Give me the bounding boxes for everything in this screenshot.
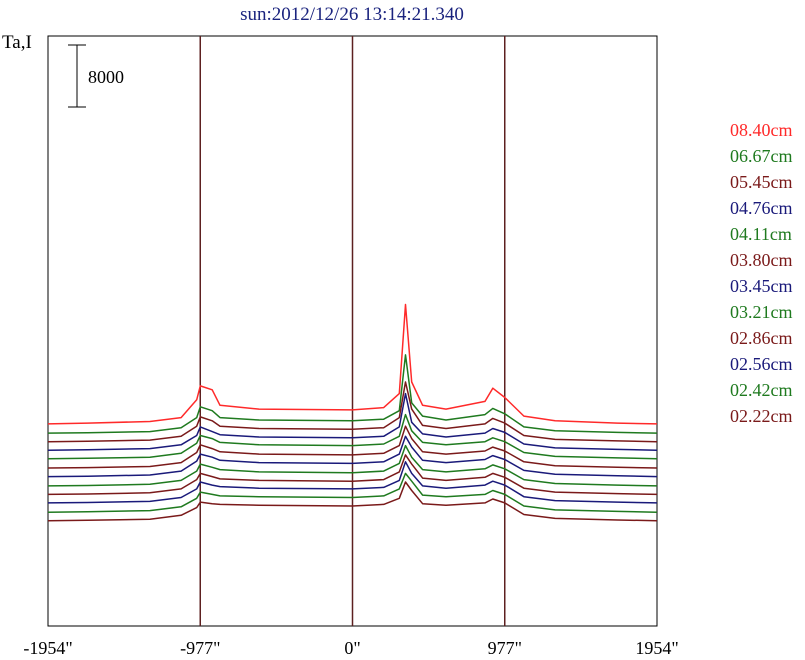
x-tick-label: -977"	[180, 638, 220, 658]
legend-entry: 02.22cm	[730, 406, 793, 426]
chart-title: sun:2012/12/26 13:14:21.340	[240, 4, 464, 25]
series-lines	[47, 303, 658, 522]
legend-entry: 03.45cm	[730, 276, 793, 296]
x-tick-label: -1954"	[23, 638, 72, 658]
series-line-0	[47, 303, 658, 425]
legend-entry: 03.21cm	[730, 302, 793, 322]
legend: 08.40cm 06.67cm 05.45cm 04.76cm 04.11cm 03.80…	[730, 120, 793, 426]
vertical-reference-lines	[199, 36, 506, 626]
series-line-3	[47, 392, 658, 451]
legend-entry: 03.80cm	[730, 250, 793, 270]
x-tick-labels: -1954" -977" 0" 977" 1954"	[23, 638, 678, 658]
x-tick-label: 0"	[344, 638, 360, 658]
series-line-10	[47, 472, 658, 513]
legend-entry: 04.76cm	[730, 198, 793, 218]
scale-bar-label: 8000	[88, 67, 124, 87]
y-axis-label: Ta,I	[2, 32, 32, 53]
series-line-1	[47, 354, 658, 434]
series-line-4	[47, 413, 658, 460]
legend-entry: 05.45cm	[730, 172, 793, 192]
legend-entry: 02.42cm	[730, 380, 793, 400]
series-line-2	[47, 381, 658, 443]
series-line-8	[47, 454, 658, 496]
x-tick-label: 1954"	[635, 638, 678, 658]
series-line-5	[47, 425, 658, 469]
legend-entry: 08.40cm	[730, 120, 793, 140]
x-tick-label: 977"	[488, 638, 522, 658]
legend-entry: 06.67cm	[730, 146, 793, 166]
legend-entry: 04.11cm	[730, 224, 792, 244]
series-line-11	[47, 481, 658, 522]
series-line-6	[47, 435, 658, 478]
series-line-7	[47, 444, 658, 487]
series-line-9	[47, 461, 658, 504]
legend-entry: 02.86cm	[730, 328, 793, 348]
legend-entry: 02.56cm	[730, 354, 793, 374]
